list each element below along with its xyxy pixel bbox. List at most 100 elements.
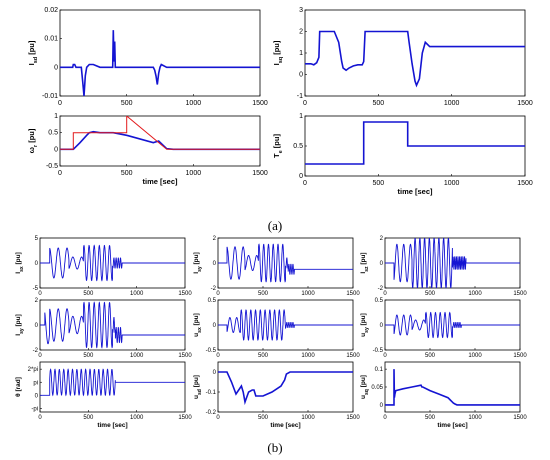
x-tick-label: 1500 — [517, 100, 533, 107]
y-tick-label: 1 — [299, 50, 303, 57]
y-tick-label: pi — [33, 380, 38, 386]
y-axis-label: usd [pu] — [193, 375, 203, 399]
x-tick-label: 1000 — [468, 291, 482, 297]
x-tick-label: 1000 — [186, 100, 202, 107]
x-tick-label: 1000 — [130, 415, 144, 421]
y-tick-label: 2 — [299, 29, 303, 36]
y-axis-label: ωr [pu] — [27, 128, 39, 153]
series-line-oscillation — [385, 311, 520, 339]
series-line-oscillation — [385, 238, 520, 288]
x-tick-label: 500 — [258, 415, 269, 421]
x-tick-label: 0 — [303, 180, 307, 187]
y-tick-label: -pi — [31, 406, 38, 412]
x-tick-label: 1500 — [513, 353, 527, 359]
series-line-0 — [385, 369, 520, 406]
x-tick-label: 1000 — [301, 415, 315, 421]
series-line-0 — [305, 121, 525, 165]
x-tick-label: 1000 — [468, 353, 482, 359]
y-axis-label: θ [rad] — [15, 377, 22, 397]
y-axis-label: Isq [pu] — [272, 40, 284, 65]
y-tick-label: 0.1 — [375, 367, 384, 373]
x-tick-label: 1500 — [252, 170, 268, 177]
y-tick-label: -2 — [378, 286, 384, 292]
x-tick-label: 1000 — [468, 415, 482, 421]
y-tick-label: 0 — [213, 261, 217, 267]
y-tick-label: 0 — [213, 323, 217, 329]
y-tick-label: 0.5 — [208, 298, 217, 304]
x-tick-label: 1500 — [346, 291, 360, 297]
x-axis-label: time [sec] — [437, 422, 467, 429]
y-tick-label: 0 — [299, 72, 303, 79]
x-tick-label: 1000 — [301, 291, 315, 297]
x-tick-label: 0 — [383, 415, 387, 421]
series-line-oscillation — [218, 243, 353, 283]
y-tick-label: 0 — [299, 173, 303, 180]
plot-frame — [39, 361, 186, 413]
series-line-oscillation — [218, 308, 353, 341]
series-line-reference — [60, 116, 260, 150]
y-tick-label: 0.02 — [44, 7, 58, 14]
y-tick-label: -5 — [33, 286, 39, 292]
x-tick-label: 500 — [83, 291, 94, 297]
caption-a: (a) — [268, 218, 282, 233]
y-tick-label: 0 — [380, 261, 384, 267]
y-tick-label: 0.01 — [44, 36, 58, 43]
x-tick-label: 1500 — [513, 291, 527, 297]
y-tick-label: 1 — [54, 113, 58, 120]
y-tick-label: -0.5 — [206, 348, 217, 354]
x-tick-label: 1500 — [178, 353, 192, 359]
y-tick-label: 0.5 — [375, 298, 384, 304]
y-tick-label: -2 — [33, 348, 39, 354]
x-tick-label: 1000 — [301, 353, 315, 359]
plot-frame — [217, 361, 354, 413]
x-tick-label: 0 — [303, 100, 307, 107]
y-tick-label: 0 — [35, 261, 39, 267]
x-tick-label: 500 — [372, 100, 384, 107]
x-tick-label: 1000 — [186, 170, 202, 177]
x-axis-label: time [sec] — [142, 177, 178, 186]
x-tick-label: 0 — [216, 353, 220, 359]
x-axis-label: time [sec] — [97, 422, 127, 429]
y-tick-label: 0 — [35, 393, 39, 399]
x-tick-label: 1500 — [346, 353, 360, 359]
x-tick-label: 1000 — [444, 180, 460, 187]
y-axis-label: usy [pu] — [360, 313, 370, 337]
x-tick-label: 0 — [38, 291, 42, 297]
y-tick-label: -0.01 — [42, 93, 58, 100]
x-tick-label: 1500 — [513, 415, 527, 421]
x-tick-label: 0 — [383, 353, 387, 359]
x-tick-label: 500 — [372, 180, 384, 187]
x-tick-label: 500 — [425, 415, 436, 421]
y-tick-label: -0.5 — [373, 348, 384, 354]
y-tick-label: 0 — [35, 323, 39, 329]
x-tick-label: 1000 — [130, 353, 144, 359]
y-tick-label: 0.5 — [48, 130, 58, 137]
series-line-speed — [60, 130, 260, 151]
y-tick-label: -0.5 — [46, 163, 58, 170]
y-tick-label: 0 — [213, 370, 217, 376]
y-tick-label: -2 — [211, 286, 217, 292]
y-tick-label: 0.5 — [293, 143, 303, 150]
caption-b: (b) — [267, 440, 282, 455]
y-axis-label: Isy [pu] — [193, 252, 203, 273]
y-axis-label: Isz [pu] — [360, 252, 370, 273]
x-axis-label: time [sec] — [397, 187, 433, 196]
y-axis-label: usq [pu] — [360, 375, 370, 399]
series-line-0 — [305, 30, 525, 88]
x-tick-label: 1500 — [346, 415, 360, 421]
x-tick-label: 0 — [38, 415, 42, 421]
series-line-oscillation — [40, 244, 185, 282]
x-tick-label: 0 — [38, 353, 42, 359]
x-tick-label: 0 — [58, 100, 62, 107]
x-tick-label: 500 — [425, 291, 436, 297]
x-tick-label: 0 — [58, 170, 62, 177]
